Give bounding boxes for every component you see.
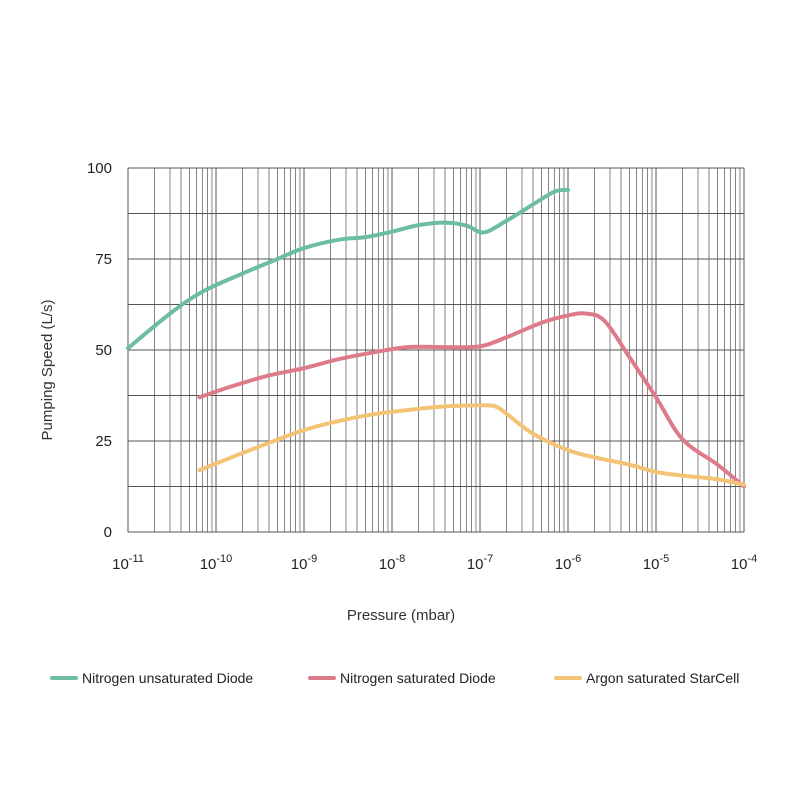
- legend-label: Argon saturated StarCell: [586, 670, 739, 686]
- x-tick-base: 10: [200, 556, 217, 573]
- x-tick-base: 10: [112, 556, 129, 573]
- x-tick-label: 10-8: [379, 553, 405, 573]
- legend-item-1: Nitrogen unsaturated Diode: [50, 670, 253, 686]
- x-tick-base: 10: [555, 556, 572, 573]
- y-axis-title: Pumping Speed (L/s): [39, 300, 56, 441]
- x-tick-label: 10-10: [200, 553, 233, 573]
- x-tick-base: 10: [379, 556, 396, 573]
- y-tick-label: 75: [95, 251, 112, 268]
- x-tick-exponent: -6: [571, 553, 581, 565]
- legend-label: Nitrogen unsaturated Diode: [82, 670, 253, 686]
- x-tick-base: 10: [643, 556, 660, 573]
- y-tick-label: 100: [87, 160, 112, 177]
- x-tick-base: 10: [731, 556, 748, 573]
- x-tick-label: 10-11: [112, 553, 144, 573]
- x-axis-title: Pressure (mbar): [347, 607, 455, 624]
- x-tick-exponent: -7: [483, 553, 493, 565]
- x-tick-base: 10: [467, 556, 484, 573]
- y-tick-label: 50: [95, 342, 112, 359]
- x-tick-exponent: -9: [307, 553, 317, 565]
- x-tick-base: 10: [291, 556, 308, 573]
- legend-item-3: Argon saturated StarCell: [554, 670, 739, 686]
- x-tick-label: 10-9: [291, 553, 317, 573]
- x-tick-exponent: -5: [659, 553, 669, 565]
- y-tick-label: 0: [104, 524, 112, 541]
- x-tick-exponent: -10: [216, 553, 232, 565]
- x-tick-label: 10-6: [555, 553, 581, 573]
- y-tick-label: 25: [95, 433, 112, 450]
- y-tick-labels: 0 25 50 75 100: [87, 160, 112, 541]
- x-tick-exponent: -4: [747, 553, 757, 565]
- x-tick-exponent: -11: [129, 553, 144, 565]
- series-line-2: [197, 311, 746, 489]
- x-tick-labels: 10-11 10-10 10-9 10-8 10-7 10-6 10-5 10-4: [112, 553, 757, 573]
- series-line-1: [126, 187, 570, 351]
- legend-item-2: Nitrogen saturated Diode: [308, 670, 496, 686]
- x-tick-label: 10-7: [467, 553, 493, 573]
- series-layer: [126, 187, 746, 489]
- legend-label: Nitrogen saturated Diode: [340, 670, 496, 686]
- x-tick-exponent: -8: [395, 553, 405, 565]
- x-tick-label: 10-5: [643, 553, 669, 573]
- series-line-3: [197, 403, 746, 487]
- legend: Nitrogen unsaturated Diode Nitrogen satur…: [50, 670, 739, 686]
- x-tick-label: 10-4: [731, 553, 757, 573]
- grid: [127, 167, 745, 533]
